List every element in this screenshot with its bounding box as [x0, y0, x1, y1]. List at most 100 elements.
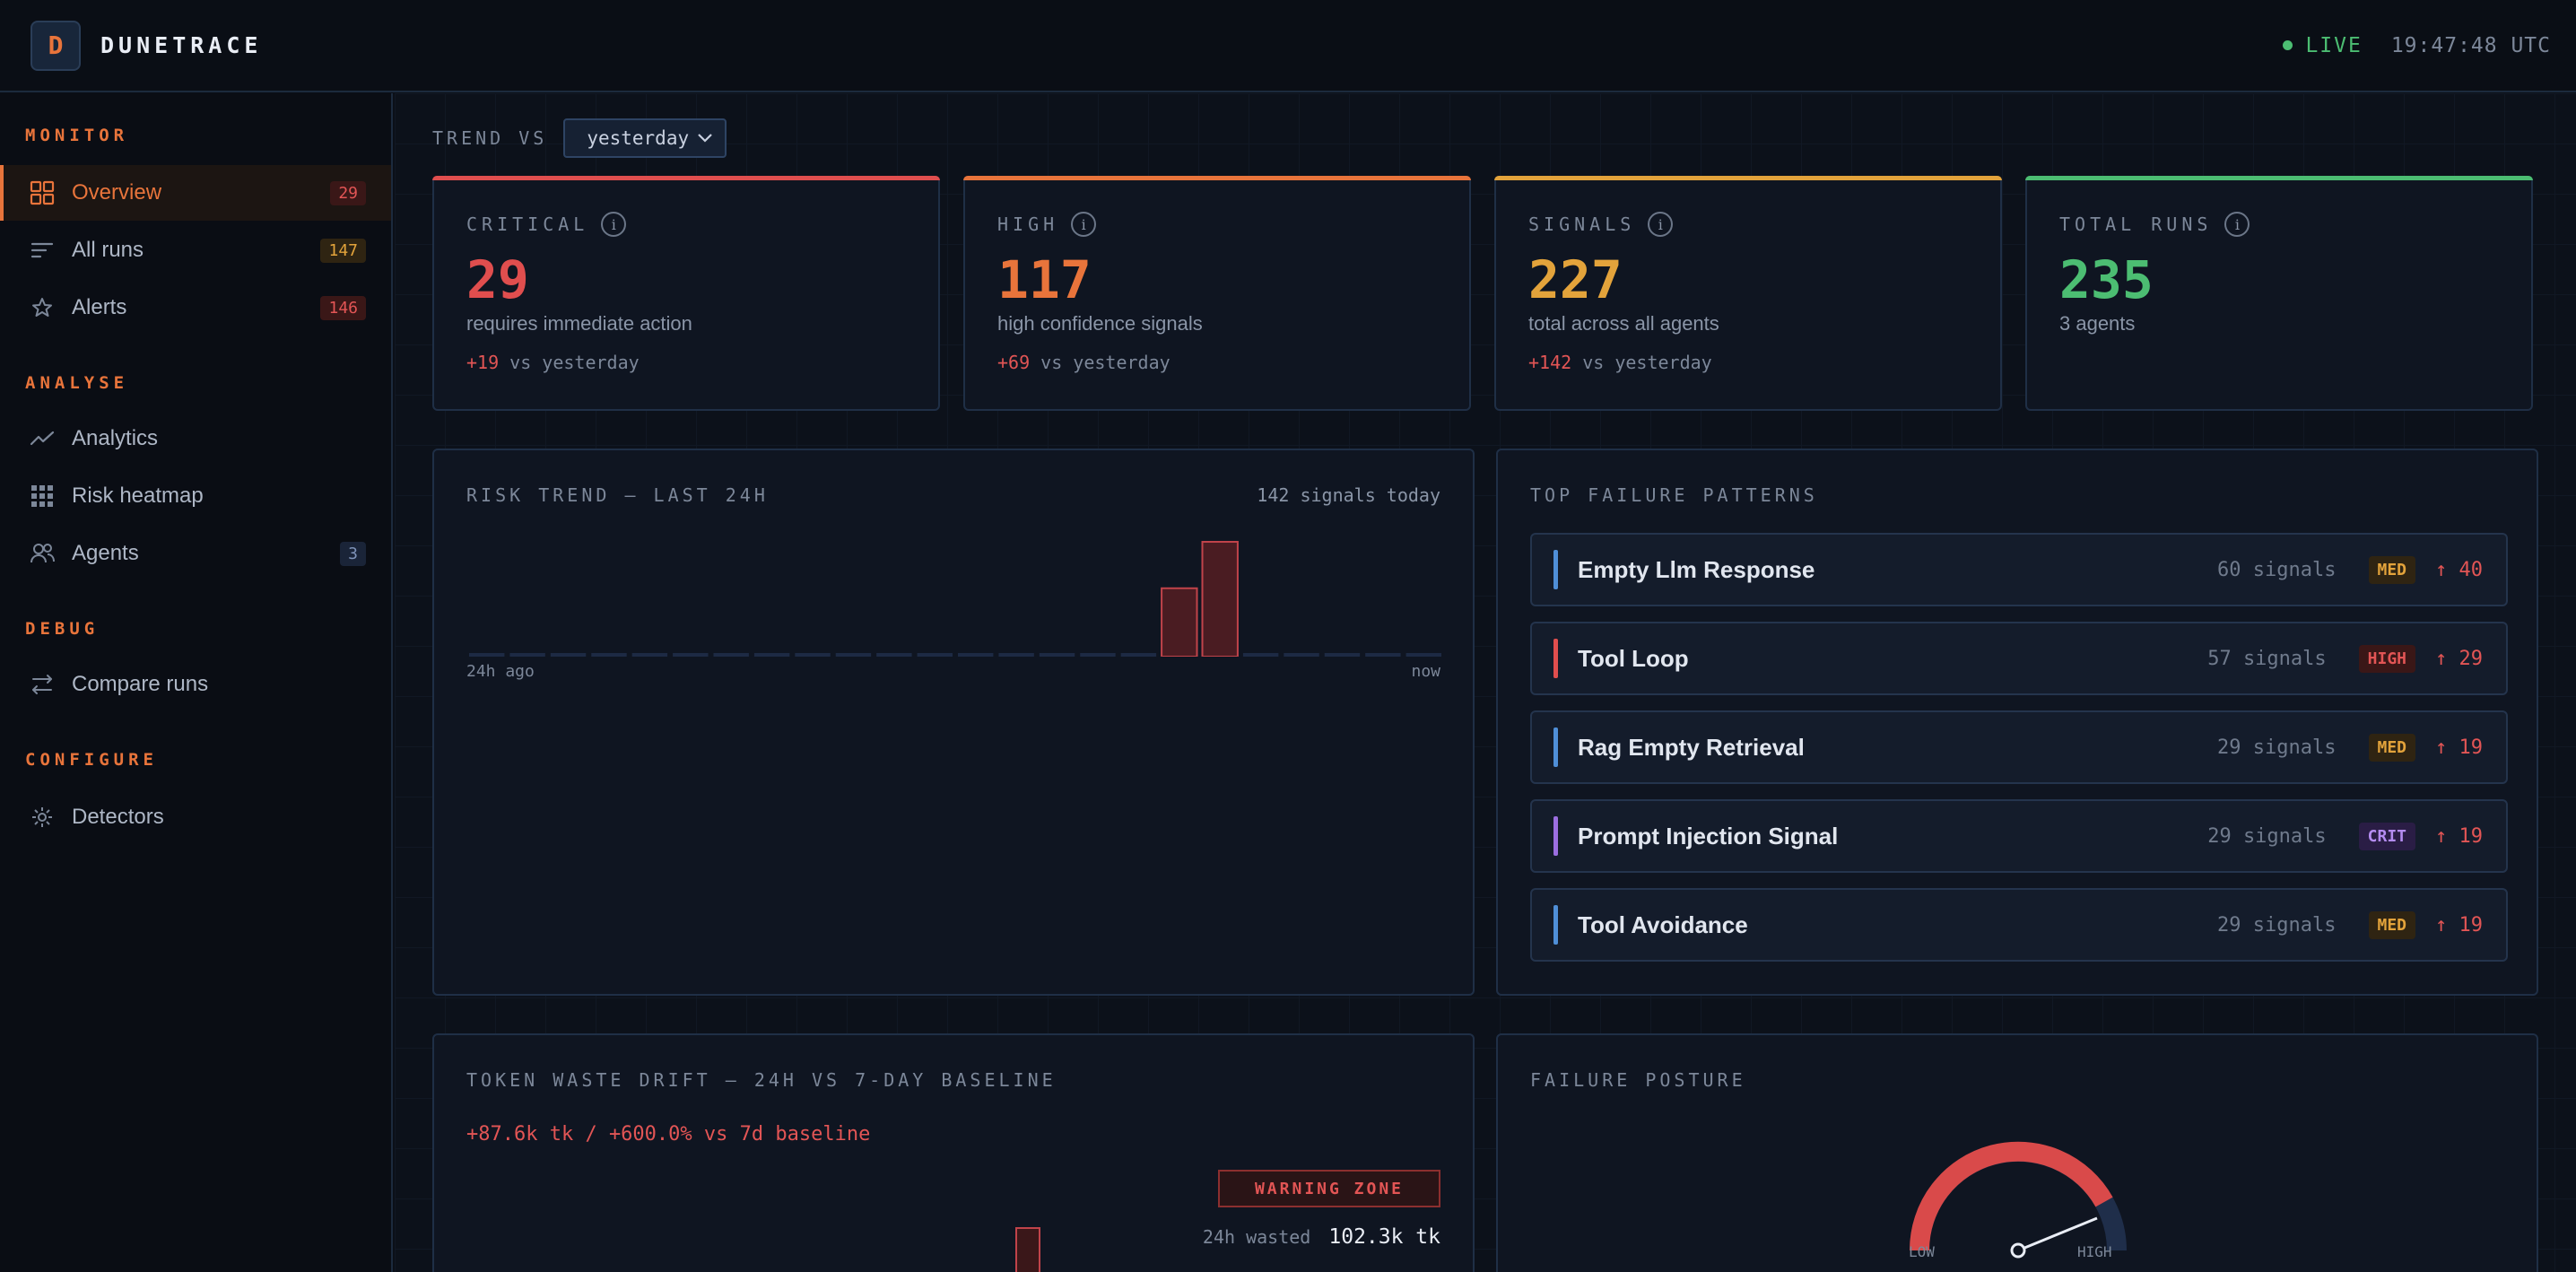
stat-delta: +69 vs yesterday [997, 352, 1171, 373]
delta-value: +19 [466, 352, 500, 373]
risk-bar-empty [631, 653, 668, 657]
stat-label: CRITICAL i [466, 212, 627, 237]
sidebar-item-alerts[interactable]: Alerts 146 [0, 280, 391, 335]
info-icon[interactable]: i [2224, 212, 2250, 237]
panel-title: RISK TREND — LAST 24H [466, 484, 769, 506]
clock: 19:47:48 UTC [2390, 33, 2551, 57]
panel-title: TOKEN WASTE DRIFT — 24H VS 7-DAY BASELIN… [466, 1069, 1057, 1091]
delta-suffix: vs yesterday [1571, 352, 1712, 373]
risk-bar-empty [835, 653, 872, 657]
risk-bar-empty [673, 653, 709, 657]
grid-icon [29, 179, 56, 206]
failure-pattern-row[interactable]: Rag Empty Retrieval 29 signals MED ↑ 19 [1530, 710, 2508, 784]
failure-pattern-row[interactable]: Tool Avoidance 29 signals MED ↑ 19 [1530, 888, 2508, 962]
warning-zone-badge: WARNING ZONE [1218, 1170, 1440, 1207]
token-waste-panel: TOKEN WASTE DRIFT — 24H VS 7-DAY BASELIN… [432, 1033, 1475, 1272]
compare-icon [29, 671, 56, 698]
pattern-signal-count: 57 signals [2207, 647, 2327, 670]
pattern-name: Tool Loop [1578, 644, 1689, 672]
sidebar-item-label: Agents [72, 541, 139, 565]
posture-gauge [1909, 1141, 2127, 1259]
brand-name: DUNETRACE [100, 32, 263, 58]
sidebar-item-label: All runs [72, 238, 144, 262]
sidebar-item-analytics[interactable]: Analytics [0, 411, 391, 466]
logo: D [30, 20, 81, 71]
sidebar-item-agents[interactable]: Agents 3 [0, 526, 391, 581]
pattern-delta: ↑ 19 [2435, 913, 2483, 937]
sidebar-item-risk-heatmap[interactable]: Risk heatmap [0, 468, 391, 524]
risk-bar-empty [998, 653, 1034, 657]
failure-pattern-row[interactable]: Prompt Injection Signal 29 signals CRIT ↑ 1… [1530, 799, 2508, 873]
risk-bar-empty [795, 653, 831, 657]
stat-label: TOTAL RUNS i [2059, 212, 2250, 237]
severity-badge: MED [2368, 910, 2416, 939]
pattern-delta: ↑ 40 [2435, 558, 2483, 581]
pattern-signal-count: 60 signals [2217, 558, 2337, 581]
info-icon[interactable]: i [1071, 212, 1097, 237]
stat-delta: +142 vs yesterday [1528, 352, 1712, 373]
live-indicator: LIVE [2305, 33, 2363, 57]
failure-pattern-row[interactable]: Empty Llm Response 60 signals MED ↑ 40 [1530, 533, 2508, 606]
failure-posture-panel: FAILURE POSTURE LOW HIGH [1496, 1033, 2538, 1272]
alerts-count-badge: 146 [320, 295, 366, 320]
stat-card-signals[interactable]: SIGNALS i 227 total across all agents +14… [1494, 176, 2002, 411]
pattern-signal-count: 29 signals [2207, 824, 2327, 848]
section-monitor: MONITOR [25, 126, 129, 145]
risk-bar[interactable] [1161, 587, 1198, 657]
stat-card-critical[interactable]: CRITICAL i 29 requires immediate action +… [432, 176, 940, 411]
risk-bar-empty [958, 653, 994, 657]
info-icon[interactable]: i [1648, 212, 1674, 237]
stat-card-high[interactable]: HIGH i 117 high confidence signals +69 vs… [963, 176, 1471, 411]
pattern-delta: ↑ 19 [2435, 824, 2483, 848]
sidebar-item-compare-runs[interactable]: Compare runs [0, 657, 391, 712]
risk-bar-empty [1120, 653, 1157, 657]
stat-value: 117 [997, 249, 1092, 310]
severity-color-bar [1553, 905, 1558, 945]
risk-bar-empty [713, 653, 749, 657]
stat-card-total-runs[interactable]: TOTAL RUNS i 235 3 agents [2025, 176, 2533, 411]
stat-delta: +19 vs yesterday [466, 352, 640, 373]
risk-bar[interactable] [1201, 541, 1239, 657]
accent-line [963, 176, 1471, 180]
risk-bar-empty [509, 653, 545, 657]
pattern-name: Prompt Injection Signal [1578, 822, 1839, 849]
overview-count-badge: 29 [330, 180, 366, 205]
severity-color-bar [1553, 816, 1558, 856]
sidebar-item-label: Compare runs [72, 672, 209, 696]
info-icon[interactable]: i [601, 212, 627, 237]
risk-trend-panel: RISK TREND — LAST 24H 142 signals today … [432, 449, 1475, 996]
sidebar-item-detectors[interactable]: Detectors [0, 789, 391, 845]
trend-compare-select[interactable]: yesterday [563, 118, 727, 158]
severity-badge: HIGH [2358, 644, 2416, 673]
stat-subtitle: requires immediate action [466, 312, 692, 335]
chevron-down-icon [698, 134, 713, 143]
stat-value: 29 [466, 249, 529, 310]
sidebar-item-label: Analytics [72, 426, 159, 450]
status-area: LIVE 19:47:48 UTC [2283, 34, 2551, 57]
brand[interactable]: D DUNETRACE [30, 20, 263, 71]
users-icon [29, 540, 56, 567]
all-runs-count-badge: 147 [320, 238, 366, 263]
stat-label: SIGNALS i [1528, 212, 1674, 237]
sidebar-item-all-runs[interactable]: All runs 147 [0, 222, 391, 278]
stat-label-text: CRITICAL [466, 213, 589, 235]
risk-bar-empty [550, 653, 587, 657]
star-icon [29, 294, 56, 321]
section-debug: DEBUG [25, 619, 100, 639]
delta-value: +142 [1528, 352, 1572, 373]
failure-pattern-row[interactable]: Tool Loop 57 signals HIGH ↑ 29 [1530, 622, 2508, 695]
delta-suffix: vs yesterday [1030, 352, 1171, 373]
severity-badge: MED [2368, 555, 2416, 584]
top-bar: D DUNETRACE LIVE 19:47:48 UTC [0, 0, 2576, 92]
heatmap-icon [29, 483, 56, 510]
gear-icon [29, 804, 56, 831]
stat-subtitle: total across all agents [1528, 312, 1719, 335]
sidebar-item-label: Risk heatmap [72, 484, 204, 508]
severity-badge: MED [2368, 733, 2416, 762]
trend-selected-value: yesterday [587, 127, 690, 149]
sidebar-item-label: Detectors [72, 805, 164, 829]
gauge-low-label: LOW [1909, 1243, 1935, 1260]
sidebar-item-overview[interactable]: Overview 29 [0, 165, 391, 221]
accent-line [2025, 176, 2533, 180]
stat-value: 227 [1528, 249, 1623, 310]
